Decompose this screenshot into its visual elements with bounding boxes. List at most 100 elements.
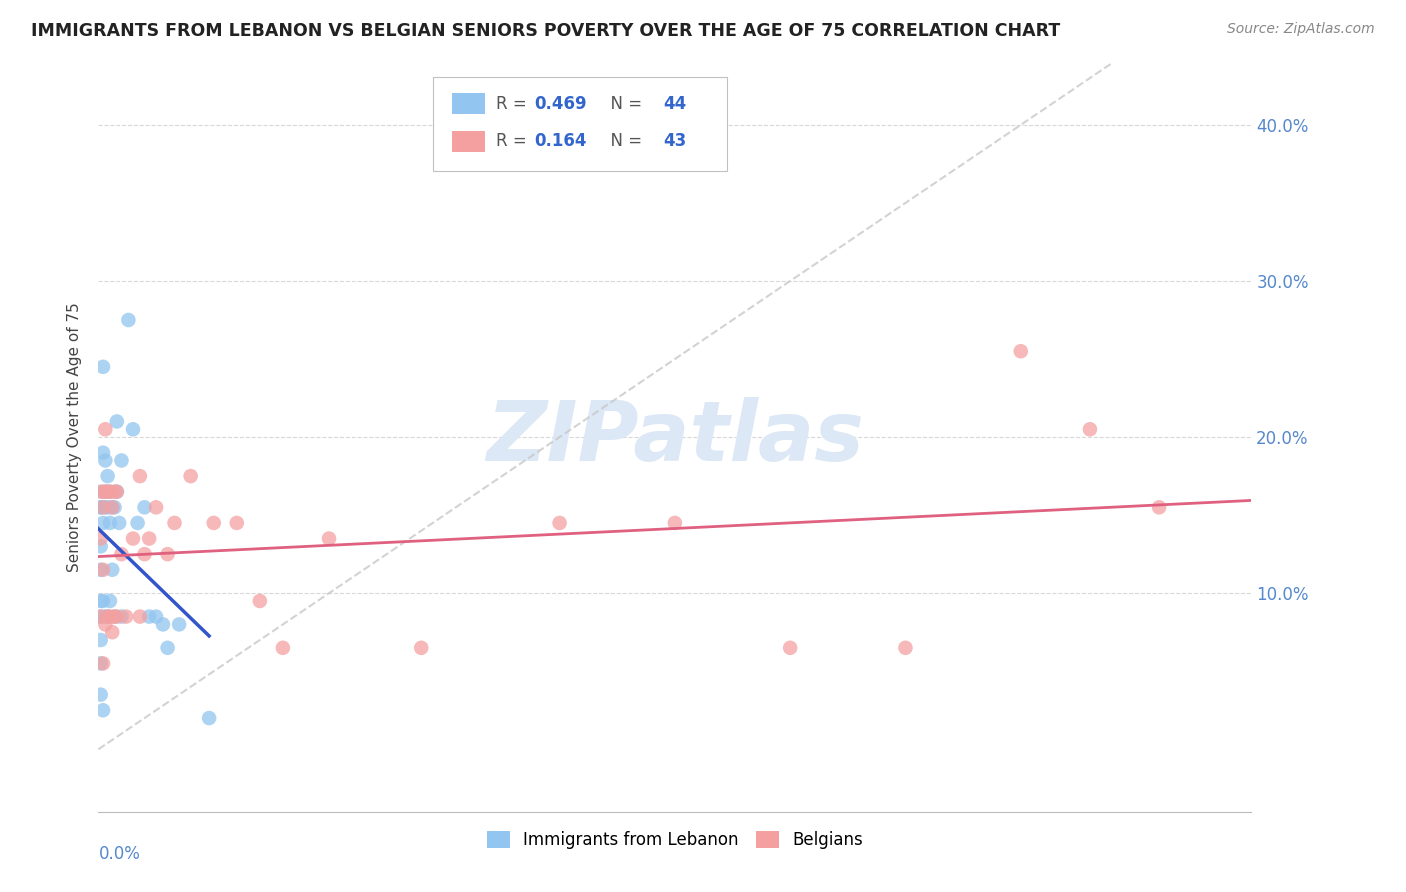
Point <box>91 563 114 577</box>
Point <box>91 594 114 608</box>
Point <box>1147 500 1170 515</box>
Point <box>90 633 112 648</box>
Text: R =: R = <box>496 95 533 112</box>
Point <box>91 516 114 530</box>
Text: 43: 43 <box>664 132 686 150</box>
Point <box>894 640 917 655</box>
Point <box>97 469 120 483</box>
Point <box>91 484 114 499</box>
Point <box>129 469 152 483</box>
Legend: Immigrants from Lebanon, Belgians: Immigrants from Lebanon, Belgians <box>479 824 870 855</box>
Text: R =: R = <box>496 132 533 150</box>
Y-axis label: Seniors Poverty Over the Age of 75: Seniors Poverty Over the Age of 75 <box>67 302 83 572</box>
Point <box>101 500 124 515</box>
Point <box>90 609 112 624</box>
Point <box>103 609 125 624</box>
Point <box>101 563 124 577</box>
Point <box>90 563 112 577</box>
Point <box>94 500 117 515</box>
Point <box>145 609 167 624</box>
Point <box>97 609 120 624</box>
Point <box>105 484 128 499</box>
Point <box>180 469 202 483</box>
Point <box>1010 344 1032 359</box>
Point <box>101 500 124 515</box>
Point <box>90 500 112 515</box>
Text: N =: N = <box>600 132 647 150</box>
Point <box>90 500 112 515</box>
Point <box>202 516 225 530</box>
Point <box>91 446 114 460</box>
Point <box>91 703 114 717</box>
Point <box>318 532 340 546</box>
Point <box>101 625 124 640</box>
Point <box>97 609 120 624</box>
FancyBboxPatch shape <box>453 93 485 114</box>
Point <box>94 453 117 467</box>
Point <box>90 594 112 608</box>
Point <box>1078 422 1101 436</box>
Text: 44: 44 <box>664 95 686 112</box>
Point <box>163 516 186 530</box>
Point <box>94 484 117 499</box>
Point <box>110 609 132 624</box>
Text: 0.164: 0.164 <box>534 132 586 150</box>
Point <box>134 547 156 561</box>
Point <box>94 617 117 632</box>
Point <box>105 609 128 624</box>
Text: 0.469: 0.469 <box>534 95 586 112</box>
Point <box>97 500 120 515</box>
Point <box>94 422 117 436</box>
Point <box>156 640 179 655</box>
Point <box>156 547 179 561</box>
Point <box>91 500 114 515</box>
Point <box>127 516 149 530</box>
Point <box>122 422 145 436</box>
Point <box>134 500 156 515</box>
Point <box>97 484 120 499</box>
Point <box>225 516 247 530</box>
Point <box>91 359 114 374</box>
Point <box>129 609 152 624</box>
Point <box>110 453 132 467</box>
Text: IMMIGRANTS FROM LEBANON VS BELGIAN SENIORS POVERTY OVER THE AGE OF 75 CORRELATIO: IMMIGRANTS FROM LEBANON VS BELGIAN SENIO… <box>31 22 1060 40</box>
Text: ZIPatlas: ZIPatlas <box>486 397 863 477</box>
Point <box>103 500 125 515</box>
Point <box>167 617 190 632</box>
Point <box>91 657 114 671</box>
Point <box>103 609 125 624</box>
Point <box>138 609 160 624</box>
Text: Source: ZipAtlas.com: Source: ZipAtlas.com <box>1227 22 1375 37</box>
Point <box>138 532 160 546</box>
Point <box>152 617 174 632</box>
Point <box>108 516 131 530</box>
Point <box>779 640 801 655</box>
Point <box>90 688 112 702</box>
Point <box>98 609 121 624</box>
Point <box>105 484 128 499</box>
Point <box>98 484 121 499</box>
Point <box>98 594 121 608</box>
Point <box>198 711 221 725</box>
Point <box>90 657 112 671</box>
Point <box>548 516 571 530</box>
Point <box>249 594 271 608</box>
Point <box>105 414 128 428</box>
Point <box>664 516 686 530</box>
Point <box>94 484 117 499</box>
Point <box>411 640 433 655</box>
Point <box>90 609 112 624</box>
Point <box>145 500 167 515</box>
Point <box>90 532 112 546</box>
Point <box>98 516 121 530</box>
FancyBboxPatch shape <box>453 130 485 152</box>
Point <box>110 547 132 561</box>
Point <box>90 539 112 553</box>
Point <box>271 640 294 655</box>
Text: N =: N = <box>600 95 647 112</box>
Point <box>122 532 145 546</box>
Point <box>90 484 112 499</box>
Point <box>115 609 138 624</box>
Point <box>103 484 125 499</box>
Point <box>98 484 121 499</box>
